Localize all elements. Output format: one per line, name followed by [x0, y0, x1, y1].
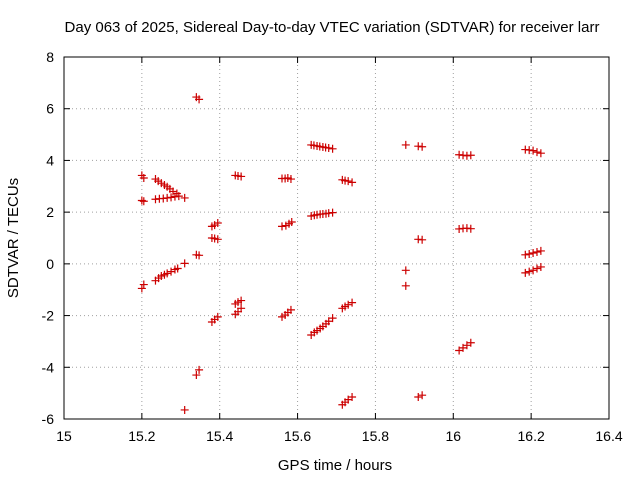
- data-point: [466, 224, 475, 233]
- data-point: [466, 151, 475, 160]
- data-point: [418, 391, 427, 400]
- y-tick-label: 4: [46, 152, 54, 168]
- data-point: [401, 140, 410, 149]
- data-point: [401, 281, 410, 290]
- data-point: [180, 405, 189, 414]
- y-tick-label: 6: [46, 101, 54, 117]
- x-tick-label: 16: [445, 428, 461, 444]
- data-points: [137, 93, 545, 414]
- data-point: [286, 305, 295, 314]
- data-point: [324, 144, 333, 153]
- data-point: [328, 314, 337, 323]
- data-point: [536, 246, 545, 255]
- plot-frame: [63, 56, 610, 420]
- data-point: [192, 371, 201, 380]
- data-point: [525, 267, 534, 276]
- data-point: [173, 264, 182, 273]
- data-point: [532, 148, 541, 157]
- data-point: [529, 146, 538, 155]
- data-point: [213, 312, 222, 321]
- data-point: [237, 296, 246, 305]
- data-point: [521, 268, 530, 277]
- data-point: [237, 172, 246, 181]
- axis-ticks: 15 15.2 15.4 15.6 15.8 16 16.2 16.4 -6 -4 -2 0 2 4 6 8: [42, 49, 623, 444]
- data-point: [237, 304, 246, 313]
- x-tick-label: 15.8: [362, 428, 389, 444]
- data-point: [348, 178, 357, 187]
- data-point: [139, 280, 148, 289]
- data-point: [163, 269, 172, 278]
- data-point: [529, 248, 538, 257]
- data-point: [532, 247, 541, 256]
- x-tick-label: 16.4: [595, 428, 622, 444]
- x-tick-label: 15.6: [284, 428, 311, 444]
- data-point: [328, 144, 337, 153]
- data-point: [536, 262, 545, 271]
- data-point: [139, 174, 148, 183]
- data-point: [414, 393, 423, 402]
- chart-title: Day 063 of 2025, Sidereal Day-to-day VTE…: [65, 19, 600, 36]
- data-point: [418, 235, 427, 244]
- data-point: [167, 193, 176, 202]
- data-point: [466, 338, 475, 347]
- data-point: [213, 235, 222, 244]
- data-point: [174, 192, 183, 201]
- y-tick-label: 8: [46, 49, 54, 65]
- data-point: [287, 217, 296, 226]
- data-point: [348, 393, 357, 402]
- data-point: [195, 365, 204, 374]
- data-point: [536, 149, 545, 158]
- x-tick-label: 15.2: [128, 428, 155, 444]
- data-point: [344, 177, 353, 186]
- y-tick-label: -2: [42, 308, 55, 324]
- data-point: [348, 298, 357, 307]
- y-axis-title: SDTVAR / TECUs: [5, 178, 22, 298]
- data-point: [278, 222, 286, 231]
- y-tick-label: -6: [42, 411, 55, 427]
- data-point: [195, 95, 204, 104]
- data-point: [525, 250, 534, 259]
- data-point: [532, 264, 541, 273]
- x-tick-label: 15: [56, 428, 72, 444]
- data-point: [180, 193, 189, 202]
- data-point: [137, 284, 146, 293]
- x-tick-label: 16.2: [518, 428, 545, 444]
- data-point: [401, 266, 410, 275]
- data-point: [418, 142, 427, 151]
- data-point: [180, 259, 189, 268]
- data-point: [137, 196, 146, 205]
- data-point: [521, 250, 530, 259]
- y-tick-label: -4: [42, 359, 55, 375]
- y-tick-label: 2: [46, 204, 54, 220]
- data-point: [529, 266, 538, 275]
- data-point: [213, 219, 222, 228]
- y-tick-label: 0: [46, 256, 54, 272]
- data-point: [286, 175, 295, 184]
- data-point: [328, 208, 337, 217]
- data-point: [195, 251, 204, 260]
- x-axis-title: GPS time / hours: [278, 457, 392, 474]
- data-point: [139, 197, 148, 206]
- x-tick-label: 15.4: [206, 428, 233, 444]
